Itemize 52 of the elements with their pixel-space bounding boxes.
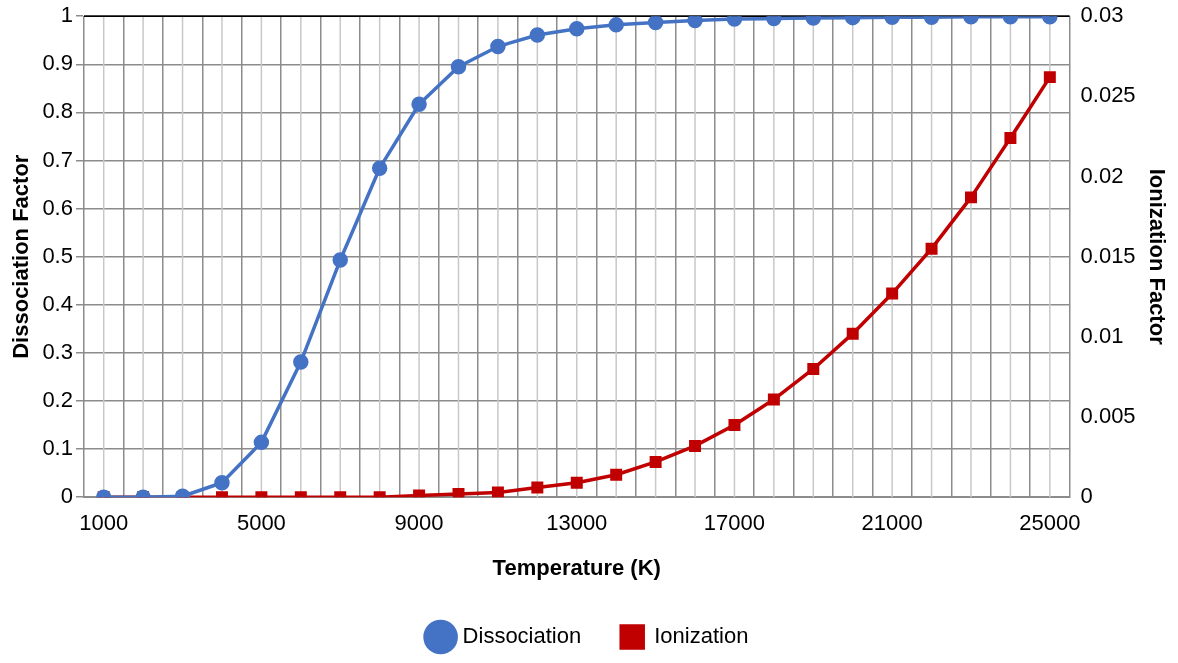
point (411, 96, 427, 112)
point (293, 354, 309, 370)
point (531, 481, 544, 494)
x-tick-label: 13000 (546, 510, 608, 536)
x-tick-label: 1000 (79, 510, 129, 536)
y2-axis-title: Ionization Factor (1144, 168, 1170, 346)
y-axis-title: Dissociation Factor (8, 154, 34, 359)
y2-tick-label: 0.02 (1080, 162, 1124, 188)
point (1004, 132, 1017, 145)
point (371, 160, 388, 176)
x-tick-label: 9000 (394, 510, 444, 536)
y2-tick-label: 0.03 (1080, 2, 1124, 28)
legend-label: Dissociation (462, 623, 582, 649)
x-tick-label: 5000 (236, 510, 286, 536)
point (491, 486, 504, 498)
y-tick-label: 0 (60, 483, 73, 509)
point (846, 327, 859, 340)
point (570, 476, 583, 489)
point (649, 455, 662, 468)
point (925, 242, 938, 255)
y-tick-label: 0.2 (42, 387, 73, 413)
point (728, 419, 741, 432)
y-tick-label: 0.3 (42, 338, 73, 364)
y-tick-label: 0.7 (42, 146, 73, 172)
y-tick-label: 1 (60, 2, 73, 28)
point (1043, 71, 1056, 84)
y-tick-label: 0.5 (42, 242, 73, 268)
y2-tick-label: 0.005 (1080, 403, 1136, 429)
point (647, 16, 664, 31)
point (807, 362, 820, 375)
x-axis-title: Temperature (K) (492, 554, 661, 580)
point (610, 468, 623, 481)
point (687, 16, 703, 29)
y-tick-label: 0.6 (42, 194, 73, 220)
point (452, 488, 465, 498)
point (332, 252, 348, 268)
y-tick-label: 0.1 (42, 435, 73, 461)
point (767, 393, 780, 406)
point (965, 191, 977, 204)
x-tick-label: 21000 (861, 510, 923, 536)
y-tick-label: 0.9 (42, 50, 73, 76)
y2-tick-label: 0 (1080, 483, 1093, 509)
y2-tick-label: 0.01 (1080, 322, 1124, 348)
y-tick-label: 0.8 (42, 98, 73, 124)
y2-tick-label: 0.025 (1080, 82, 1136, 108)
y2-tick-label: 0.015 (1080, 242, 1136, 268)
legend-label: Ionization (654, 623, 749, 649)
x-tick-label: 25000 (1019, 510, 1081, 536)
y-tick-label: 0.4 (42, 290, 73, 316)
x-tick-label: 17000 (703, 510, 766, 536)
point (689, 439, 702, 452)
point (886, 287, 899, 300)
